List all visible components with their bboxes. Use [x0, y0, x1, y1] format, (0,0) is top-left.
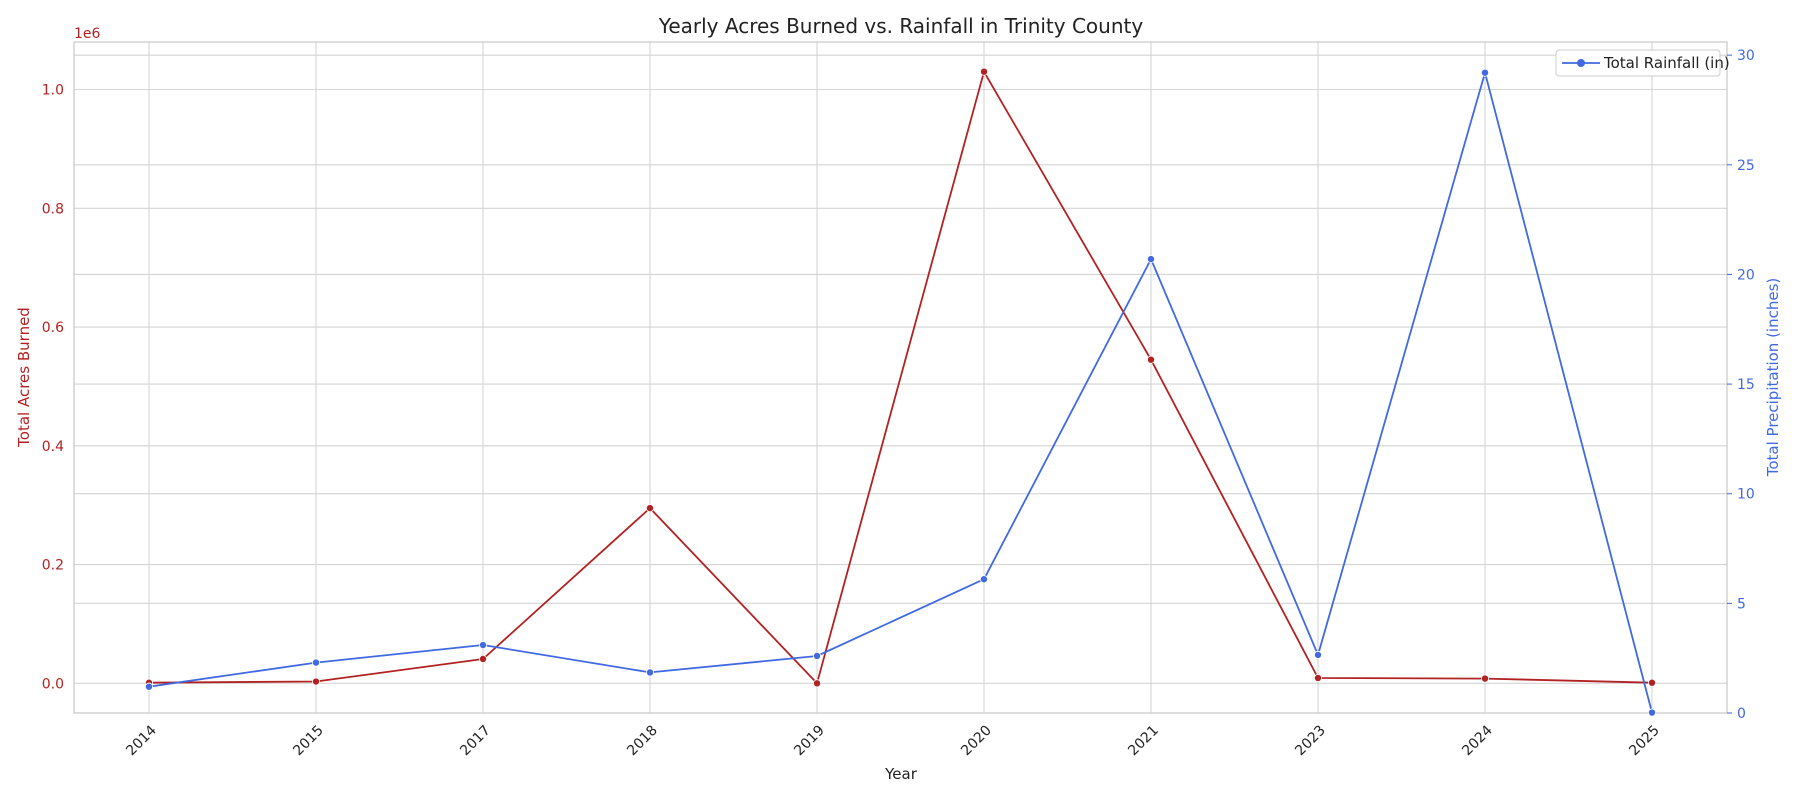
- y-left-tick-label: 0.0: [42, 676, 64, 692]
- series-0-point: [1648, 678, 1657, 687]
- series-line-0: [148, 70, 1653, 685]
- y-axis-right-label: Total Precipitation (inches): [1764, 278, 1782, 478]
- series-1-point: [1481, 68, 1490, 77]
- series-0-point: [1314, 673, 1323, 682]
- y-left-tick-label: 0.2: [42, 558, 64, 574]
- y-right-tick-label: 0: [1737, 706, 1746, 722]
- plot-area-frame: [73, 41, 1728, 714]
- series-1-point: [1648, 708, 1657, 717]
- series-1-point: [478, 641, 487, 650]
- x-axis-label: Year: [884, 765, 918, 783]
- series-1-point: [980, 575, 989, 584]
- series-line-1: [148, 71, 1653, 713]
- series-1-point: [646, 668, 655, 677]
- series-1-point: [1314, 650, 1323, 659]
- y-left-tick-label: 0.6: [42, 320, 64, 336]
- series-1-point: [1147, 255, 1156, 264]
- chart-title: Yearly Acres Burned vs. Rainfall in Trin…: [658, 14, 1144, 38]
- y-right-tick-label: 5: [1737, 596, 1746, 612]
- y-right-tick-label: 25: [1737, 158, 1755, 174]
- series-0-point: [478, 654, 487, 663]
- series-0-point: [646, 504, 655, 513]
- series-0-point: [311, 677, 320, 686]
- series-1-point: [144, 682, 153, 691]
- grid-lines: [74, 42, 1727, 714]
- series-0-point: [813, 679, 822, 688]
- legend-marker-rainfall: [1577, 59, 1585, 67]
- legend-label-rainfall: Total Rainfall (in): [1603, 54, 1730, 72]
- legend: Total Rainfall (in): [1555, 49, 1730, 77]
- y-axis-left-label: Total Acres Burned: [15, 307, 33, 448]
- y-left-tick-label: 0.8: [42, 201, 64, 217]
- series-1-point: [813, 651, 822, 660]
- y-right-tick-label: 10: [1737, 487, 1755, 503]
- series-0-point: [980, 67, 989, 76]
- y-right-tick-label: 15: [1737, 377, 1755, 393]
- y-right-tick-label: 30: [1737, 48, 1755, 64]
- series-0-point: [1147, 355, 1156, 364]
- y-right-tick-label: 20: [1737, 267, 1755, 283]
- series-0-point: [1481, 674, 1490, 683]
- series-layer: [144, 67, 1657, 717]
- legend-box: [1555, 49, 1721, 77]
- y-axis-left-offset-text: 1e6: [74, 26, 101, 42]
- y-left-tick-label: 1.0: [42, 83, 64, 99]
- series-1-point: [311, 658, 320, 667]
- y-left-tick-label: 0.4: [42, 439, 64, 455]
